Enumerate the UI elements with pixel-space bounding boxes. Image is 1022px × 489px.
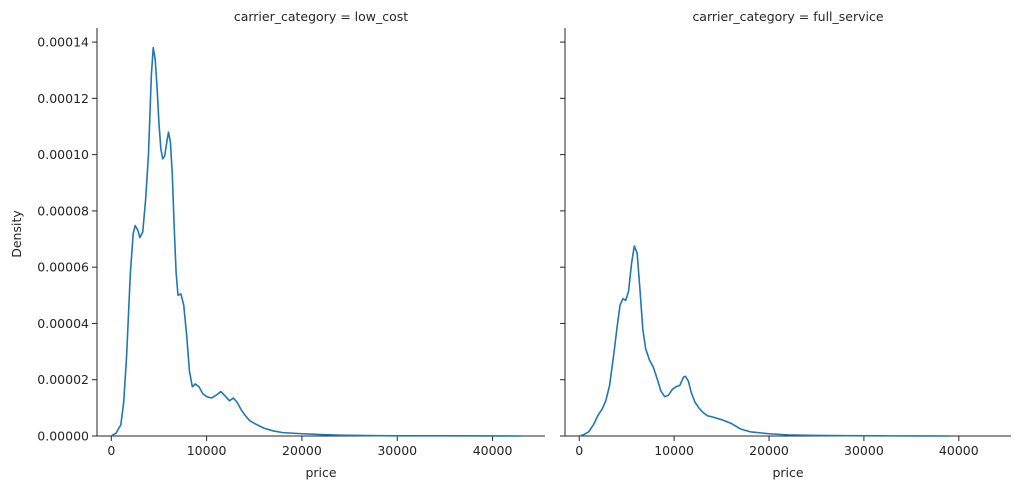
y-tick-label: 0.00006 xyxy=(37,260,89,275)
y-ticks-left: 0.00000 0.00002 0.00004 0.00006 0.00008 0.000… xyxy=(37,35,97,444)
facet-title-full-service: carrier_category = full_service xyxy=(692,9,883,24)
x-tick-label: 40000 xyxy=(939,443,979,458)
kde-line-low-cost xyxy=(110,46,522,437)
y-tick-label: 0.00004 xyxy=(37,316,89,331)
panel-full-service: carrier_category = full_service 0 10000 20… xyxy=(560,9,1011,480)
facet-title-low-cost: carrier_category = low_cost xyxy=(234,9,408,24)
y-tick-label: 0.00008 xyxy=(37,203,89,218)
x-tick-label: 30000 xyxy=(377,443,417,458)
x-tick-label: 20000 xyxy=(749,443,789,458)
kde-line-full-service xyxy=(579,245,950,437)
x-tick-label: 40000 xyxy=(473,443,513,458)
y-tick-label: 0.00000 xyxy=(37,429,89,444)
x-tick-label: 20000 xyxy=(282,443,322,458)
y-tick-label: 0.00010 xyxy=(37,147,89,162)
y-tick-label: 0.00012 xyxy=(37,91,89,106)
panel-low-cost: carrier_category = low_cost 0.000000.000… xyxy=(9,9,545,480)
x-tick-label: 0 xyxy=(575,443,583,458)
x-tick-label: 30000 xyxy=(844,443,884,458)
x-tick-label: 10000 xyxy=(187,443,227,458)
x-tick-label: 0 xyxy=(107,443,115,458)
y-tick-label: 0.00014 xyxy=(37,35,89,50)
y-tick-label: 0.00002 xyxy=(37,372,89,387)
x-axis-label-left: price xyxy=(305,465,336,480)
y-axis-label: Density xyxy=(9,210,24,258)
x-ticks-right: 0 10000 20000 30000 40000 xyxy=(575,436,979,458)
y-ticks-right xyxy=(560,41,565,437)
x-tick-label: 10000 xyxy=(654,443,694,458)
x-ticks-left: 0 10000 20000 30000 40000 xyxy=(107,436,513,458)
x-axis-label-right: price xyxy=(772,465,803,480)
